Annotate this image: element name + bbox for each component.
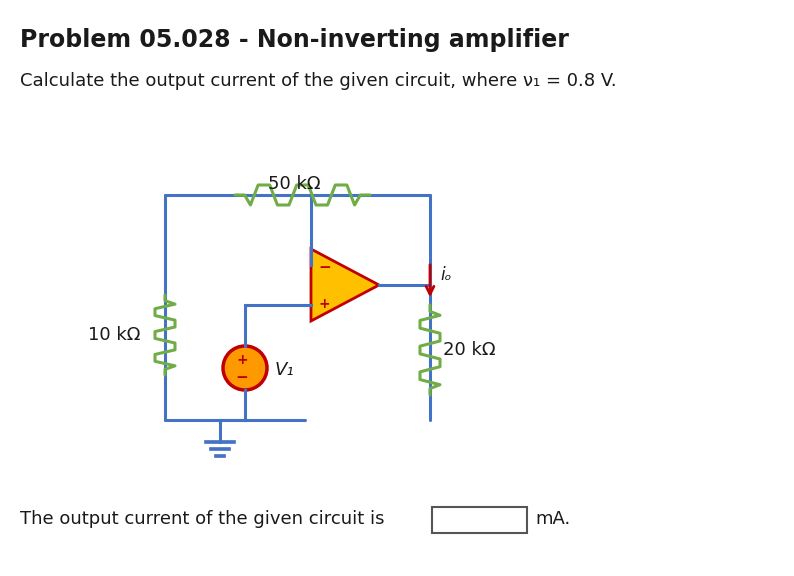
FancyBboxPatch shape (432, 507, 527, 533)
Text: 50 kΩ: 50 kΩ (268, 175, 321, 193)
Text: Problem 05.028 - Non-inverting amplifier: Problem 05.028 - Non-inverting amplifier (20, 28, 569, 52)
Text: The output current of the given circuit is: The output current of the given circuit … (20, 510, 384, 528)
Text: mA.: mA. (535, 510, 570, 528)
Text: 10 kΩ: 10 kΩ (88, 326, 141, 344)
Text: +: + (318, 297, 330, 311)
Text: iₒ: iₒ (440, 266, 452, 284)
Text: V₁: V₁ (275, 361, 295, 379)
Polygon shape (311, 249, 379, 321)
Text: −: − (236, 369, 249, 385)
Text: 20 kΩ: 20 kΩ (443, 341, 495, 359)
Text: +: + (236, 353, 248, 367)
Text: Calculate the output current of the given circuit, where ν₁ = 0.8 V.: Calculate the output current of the give… (20, 72, 617, 90)
Circle shape (223, 346, 267, 390)
Text: −: − (318, 260, 331, 275)
